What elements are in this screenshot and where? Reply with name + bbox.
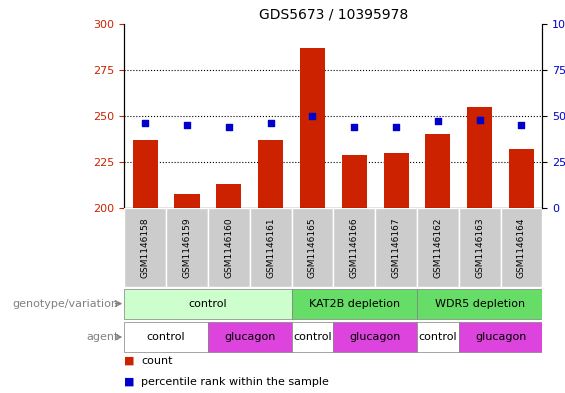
Point — [392, 124, 401, 130]
Text: genotype/variation: genotype/variation — [12, 299, 119, 309]
Bar — [333, 208, 375, 287]
Point — [475, 116, 484, 123]
Text: glucagon: glucagon — [224, 332, 275, 342]
Bar — [166, 208, 208, 287]
Text: control: control — [147, 332, 185, 342]
Title: GDS5673 / 10395978: GDS5673 / 10395978 — [259, 7, 408, 21]
Bar — [459, 208, 501, 287]
Text: glucagon: glucagon — [350, 332, 401, 342]
Bar — [467, 107, 492, 208]
Text: count: count — [141, 356, 173, 366]
Bar — [425, 134, 450, 208]
Bar — [417, 322, 459, 352]
Point — [517, 122, 526, 128]
Text: GSM1146166: GSM1146166 — [350, 217, 359, 278]
Point — [266, 120, 275, 127]
Point — [141, 120, 150, 127]
Text: ■: ■ — [124, 356, 135, 366]
Bar — [292, 322, 333, 352]
Point — [308, 113, 317, 119]
Text: GSM1146163: GSM1146163 — [475, 217, 484, 278]
Text: GSM1146160: GSM1146160 — [224, 217, 233, 278]
Text: GSM1146158: GSM1146158 — [141, 217, 150, 278]
Text: GSM1146159: GSM1146159 — [182, 217, 192, 278]
Bar — [250, 208, 292, 287]
Bar — [375, 208, 417, 287]
Bar — [333, 322, 417, 352]
Text: GSM1146167: GSM1146167 — [392, 217, 401, 278]
Bar — [208, 208, 250, 287]
Point — [224, 124, 233, 130]
Text: agent: agent — [86, 332, 119, 342]
Point — [182, 122, 192, 128]
Text: ■: ■ — [124, 377, 135, 387]
Bar — [292, 208, 333, 287]
Text: glucagon: glucagon — [475, 332, 526, 342]
Text: control: control — [419, 332, 457, 342]
Bar — [133, 140, 158, 208]
Bar — [175, 193, 199, 208]
Bar — [342, 155, 367, 208]
Bar — [292, 288, 417, 319]
Text: GSM1146161: GSM1146161 — [266, 217, 275, 278]
Bar — [216, 184, 241, 208]
Bar — [208, 322, 292, 352]
Text: WDR5 depletion: WDR5 depletion — [434, 299, 525, 309]
Text: percentile rank within the sample: percentile rank within the sample — [141, 377, 329, 387]
Bar — [501, 208, 542, 287]
Bar — [417, 288, 542, 319]
Point — [350, 124, 359, 130]
Bar — [124, 322, 208, 352]
Bar — [124, 288, 292, 319]
Text: GSM1146164: GSM1146164 — [517, 217, 526, 278]
Bar — [459, 322, 542, 352]
Bar — [509, 149, 534, 208]
Text: control: control — [293, 332, 332, 342]
Bar — [384, 153, 408, 208]
Text: GSM1146162: GSM1146162 — [433, 217, 442, 278]
Text: GSM1146165: GSM1146165 — [308, 217, 317, 278]
Bar — [258, 140, 283, 208]
Point — [433, 118, 442, 125]
Bar — [124, 208, 166, 287]
Text: control: control — [189, 299, 227, 309]
Bar — [300, 48, 325, 208]
Text: KAT2B depletion: KAT2B depletion — [308, 299, 400, 309]
Bar — [417, 208, 459, 287]
